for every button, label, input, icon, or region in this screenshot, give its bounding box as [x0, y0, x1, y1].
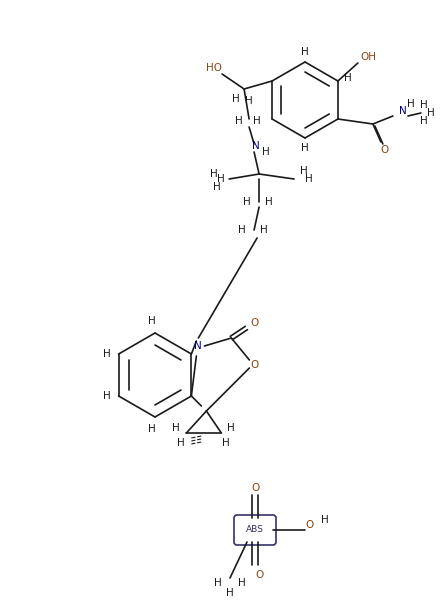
- Text: H: H: [420, 100, 428, 110]
- Text: N: N: [399, 106, 407, 116]
- Text: H: H: [260, 225, 268, 235]
- Text: H: H: [344, 73, 352, 83]
- Text: H: H: [235, 116, 243, 126]
- Text: H: H: [262, 147, 270, 157]
- Text: H: H: [228, 423, 235, 433]
- Text: H: H: [232, 94, 240, 104]
- Text: O: O: [250, 360, 258, 370]
- Text: H: H: [238, 578, 246, 588]
- Text: H: H: [301, 47, 309, 57]
- Text: O: O: [251, 483, 259, 493]
- Text: H: H: [301, 143, 309, 153]
- Text: H: H: [172, 423, 180, 433]
- Text: H: H: [300, 166, 308, 176]
- Text: HO: HO: [206, 63, 222, 73]
- Text: OH: OH: [360, 52, 376, 62]
- Text: H: H: [148, 316, 156, 326]
- Text: H: H: [243, 197, 251, 207]
- Text: H: H: [214, 578, 222, 588]
- Text: H: H: [265, 197, 273, 207]
- Text: H: H: [407, 99, 415, 109]
- Text: H: H: [226, 588, 234, 598]
- Text: H: H: [223, 438, 230, 448]
- FancyBboxPatch shape: [234, 515, 276, 545]
- Text: H: H: [177, 438, 185, 448]
- Text: N: N: [252, 141, 260, 151]
- Text: H: H: [148, 424, 156, 434]
- Text: H: H: [321, 515, 329, 525]
- Text: O: O: [306, 520, 314, 530]
- Text: H: H: [213, 182, 221, 192]
- Text: H: H: [253, 116, 261, 126]
- Text: H: H: [238, 225, 246, 235]
- Text: H: H: [245, 96, 253, 106]
- Text: H: H: [103, 391, 111, 401]
- Text: O: O: [256, 570, 264, 580]
- Text: H: H: [103, 349, 111, 359]
- Text: H: H: [210, 169, 218, 179]
- Text: H: H: [420, 116, 428, 126]
- Text: N: N: [194, 341, 202, 351]
- Text: H: H: [217, 174, 225, 184]
- Text: ABS: ABS: [246, 525, 264, 535]
- Text: H: H: [305, 174, 313, 184]
- Text: O: O: [250, 318, 258, 328]
- Text: H: H: [427, 108, 435, 118]
- Text: O: O: [381, 145, 389, 155]
